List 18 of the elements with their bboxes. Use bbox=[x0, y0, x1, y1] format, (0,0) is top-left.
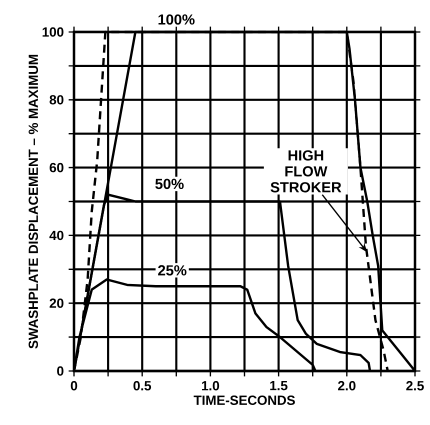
x-tick-label: 1.0 bbox=[202, 381, 220, 390]
x-tick-label: 2.0 bbox=[338, 381, 356, 390]
x-tick-label: 0.5 bbox=[133, 381, 152, 390]
x-tick-label: 0 bbox=[70, 381, 78, 390]
y-tick-label: 100 bbox=[42, 27, 64, 37]
annotation: HIGH FLOW STROKER bbox=[270, 150, 342, 192]
text: 100% bbox=[158, 14, 195, 25]
y-tick-label: 60 bbox=[50, 162, 64, 172]
annotation: 25% bbox=[158, 265, 186, 276]
annotation: 50% bbox=[155, 178, 184, 190]
x-tick-label: 1.5 bbox=[270, 381, 288, 390]
y-tick-label: 40 bbox=[49, 230, 64, 240]
y-axis-title: SWASHPLATE DISPLACEMENT – % MAXIMUM bbox=[28, 54, 38, 349]
y-tick-label: 20 bbox=[50, 298, 64, 308]
x-tick-label: 2.5 bbox=[406, 381, 424, 390]
x-axis-title: TIME-SECONDS bbox=[194, 396, 295, 405]
y-tick-label: 80 bbox=[50, 95, 64, 104]
y-tick-label: 0 bbox=[57, 366, 64, 376]
